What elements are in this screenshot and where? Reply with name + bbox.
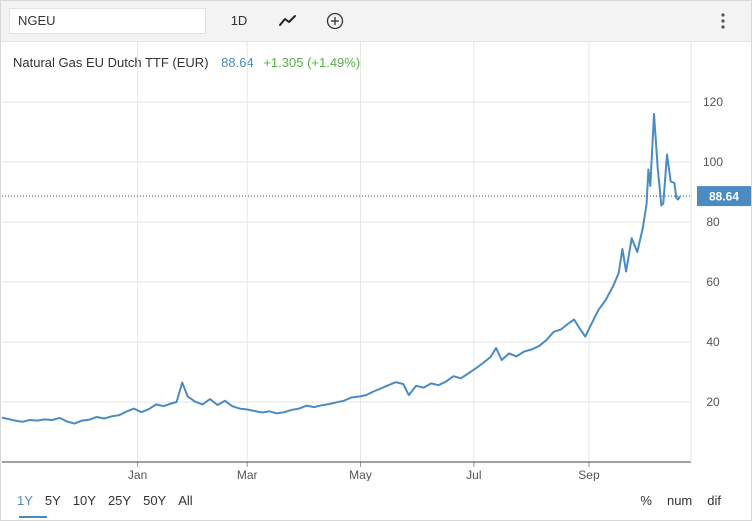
- range-button-1y[interactable]: 1Y: [17, 493, 33, 508]
- price-series-line[interactable]: [1, 113, 681, 425]
- circle-plus-icon[interactable]: [324, 9, 346, 33]
- x-tick-label: May: [349, 468, 372, 481]
- mode-button-num[interactable]: num: [666, 493, 693, 508]
- vertical-ellipsis-icon[interactable]: [713, 9, 733, 33]
- range-button-all[interactable]: All: [178, 493, 193, 508]
- x-tick-label: Sep: [578, 468, 600, 481]
- range-button-25y[interactable]: 25Y: [107, 493, 132, 508]
- line-chart-icon[interactable]: [277, 9, 299, 33]
- mode-button-percent[interactable]: %: [640, 493, 652, 508]
- x-tick-label: Jan: [128, 468, 147, 481]
- last-price: 88.64: [221, 55, 254, 70]
- interval-button[interactable]: 1D: [230, 13, 248, 28]
- symbol-input[interactable]: NGEU: [9, 8, 206, 34]
- y-tick-label: 120: [703, 95, 723, 109]
- price-chart[interactable]: 20 40 60 80 100 120 Jan Mar May Jul Sep 88.64: [1, 41, 751, 481]
- y-tick-label: 80: [706, 215, 720, 229]
- active-range-underline: [19, 516, 47, 518]
- mode-button-dif[interactable]: dif: [707, 493, 721, 508]
- toolbar: NGEU 1D: [1, 1, 751, 42]
- chart-legend: Natural Gas EU Dutch TTF (EUR) 88.64 +1.…: [13, 55, 360, 70]
- display-mode-selector: % num dif: [625, 493, 721, 508]
- y-tick-label: 100: [703, 155, 723, 169]
- price-change: +1.305 (+1.49%): [263, 55, 361, 70]
- instrument-name: Natural Gas EU Dutch TTF (EUR): [13, 55, 209, 70]
- y-tick-label: 40: [706, 335, 720, 349]
- y-tick-label: 60: [706, 275, 720, 289]
- x-tick-label: Jul: [466, 468, 481, 481]
- range-selector: 1Y 5Y 10Y 25Y 50Y All: [17, 493, 205, 508]
- range-button-10y[interactable]: 10Y: [72, 493, 96, 508]
- x-tick-label: Mar: [237, 468, 258, 481]
- last-price-label-bg: [697, 186, 751, 207]
- range-button-50y[interactable]: 50Y: [143, 493, 167, 508]
- y-tick-label: 20: [706, 395, 720, 409]
- last-price-label: 88.64: [709, 190, 739, 204]
- range-button-5y[interactable]: 5Y: [44, 493, 61, 508]
